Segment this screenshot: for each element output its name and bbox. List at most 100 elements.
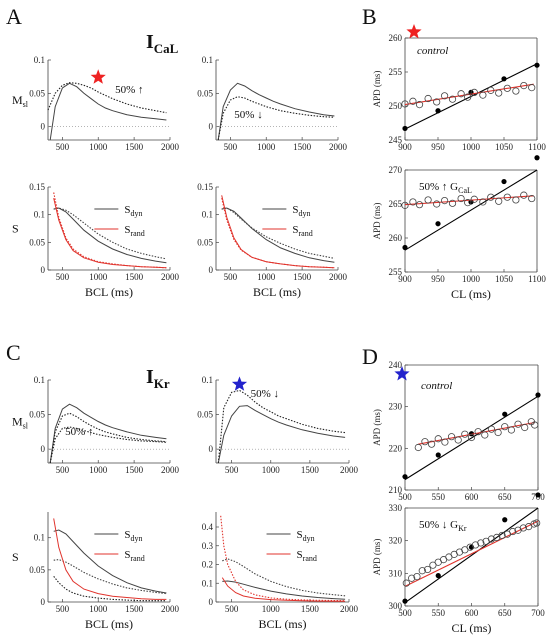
y-tick-label: 0 — [209, 597, 214, 607]
data-point-rand — [461, 430, 469, 438]
x-tick-label: 900 — [398, 142, 412, 152]
x-axis-label: BCL (ms) — [85, 617, 133, 631]
series-3 — [220, 515, 346, 602]
x-tick-label: 1100 — [528, 274, 546, 284]
y-tick-label: 0 — [209, 444, 214, 454]
x-tick-label: 1000 — [89, 465, 108, 475]
y-axis-label: S — [12, 222, 19, 236]
data-point-rand — [498, 531, 506, 540]
x-tick-label: 2000 — [340, 465, 359, 475]
series-0 — [53, 207, 167, 264]
data-point-rand — [413, 572, 421, 581]
y-tick-label: 0.1 — [34, 375, 45, 385]
percent-annotation: 50% ↓ — [251, 388, 279, 400]
x-tick-label: 500 — [56, 604, 70, 614]
legend-label-main: S — [124, 549, 130, 561]
x-tick-label: 1500 — [125, 272, 144, 282]
y-tick-label: 310 — [389, 568, 403, 578]
data-point-rand — [520, 191, 528, 199]
y-tick-label: 260 — [389, 233, 403, 243]
y-tick-label: 255 — [389, 67, 403, 77]
x-tick-label: 1000 — [257, 272, 276, 282]
series-1 — [222, 558, 346, 597]
x-axis-label: CL (ms) — [451, 287, 491, 301]
data-point-rand — [441, 438, 449, 446]
legend-label-main: S — [124, 224, 130, 236]
x-tick-label: 1050 — [495, 142, 514, 152]
data-point-rand — [474, 428, 482, 436]
fit-line-rand — [404, 195, 534, 206]
x-tick-label: 1000 — [462, 142, 481, 152]
x-tick-label: 1000 — [462, 274, 481, 284]
series-0 — [53, 529, 167, 594]
y-tick-label: 320 — [389, 536, 403, 546]
x-tick-label: 1000 — [89, 272, 108, 282]
x-tick-label: 1500 — [301, 604, 320, 614]
y-tick-label: 0.1 — [34, 210, 45, 220]
y-tick-label: 0 — [209, 122, 214, 132]
x-tick-label: 500 — [56, 142, 70, 152]
y-tick-label: 0.05 — [29, 565, 45, 575]
legend-label-sub: rand — [298, 229, 312, 238]
data-point-rand — [528, 194, 536, 203]
x-axis-label: BCL (ms) — [259, 617, 307, 631]
data-point-rand — [501, 423, 509, 431]
x-tick-label: 500 — [56, 272, 70, 282]
x-tick-label: 1500 — [301, 465, 320, 475]
x-tick-label: 1000 — [89, 604, 108, 614]
x-tick-label: 550 — [432, 608, 446, 618]
x-tick-label: 1500 — [125, 465, 144, 475]
data-point-rand — [493, 533, 501, 542]
data-point-rand — [503, 84, 511, 92]
data-point-rand — [487, 193, 495, 201]
x-tick-label: 2000 — [329, 272, 348, 282]
legend-label-main: S — [124, 529, 130, 541]
legend-label-sub: rand — [303, 554, 317, 563]
data-point-rand — [454, 436, 462, 444]
series-2 — [221, 577, 346, 602]
y-axis-label: Msl — [12, 93, 29, 109]
current-title-ical-sub: CaL — [154, 41, 179, 56]
legend-label-sub: dyn — [130, 534, 142, 543]
data-point-dyn — [435, 221, 441, 227]
y-tick-label: 0.15 — [29, 182, 45, 192]
data-point-dyn — [435, 108, 441, 114]
percent-annotation: 50% ↑ — [65, 426, 93, 438]
y-axis-label-sub: sl — [23, 422, 29, 431]
x-tick-label: 650 — [498, 492, 512, 502]
data-point-dyn — [435, 573, 441, 579]
current-title-ical-main: I — [146, 31, 154, 53]
data-point-rand — [479, 198, 487, 206]
data-point-rand — [503, 193, 511, 201]
y-axis-label: APD (ms) — [372, 409, 382, 446]
star-marker — [90, 69, 106, 84]
data-point-rand — [434, 435, 442, 443]
data-point-rand — [531, 421, 539, 429]
x-tick-label: 1500 — [293, 142, 312, 152]
x-tick-label: 550 — [432, 492, 446, 502]
data-point-rand — [457, 194, 465, 203]
series-0 — [49, 82, 167, 141]
data-point-rand — [418, 567, 426, 575]
legend-label-main: S — [292, 204, 298, 216]
chart-A-msl-right: 500 1000 1500 2000 0 0.05 0.1 50% ↓ — [197, 55, 347, 152]
y-axis-label: APD (ms) — [372, 539, 382, 576]
legend-label: Sdyn — [297, 529, 315, 543]
data-point-dyn — [502, 411, 508, 417]
x-tick-label: 1000 — [262, 604, 281, 614]
condition-label-main: 50% ↓ G — [419, 519, 458, 531]
y-axis-label: APD (ms) — [372, 71, 382, 108]
chart-A-msl-left: 500 1000 1500 2000 0 0.05 0.1 Msl 50% ↑ — [12, 55, 180, 152]
data-point-rand — [464, 93, 472, 101]
y-tick-label: 0.1 — [202, 375, 213, 385]
data-point-rand — [514, 420, 522, 428]
data-point-rand — [470, 195, 478, 203]
legend-label-sub: dyn — [130, 209, 142, 218]
series-1 — [217, 389, 346, 464]
data-point-rand — [401, 100, 409, 108]
chart-B-control: 900 950 1000 1050 1100 245 250 255 260 APD (ms) co… — [372, 24, 546, 152]
data-point-rand — [408, 574, 416, 582]
x-tick-label: 1000 — [257, 142, 276, 152]
data-point-rand — [471, 541, 480, 549]
